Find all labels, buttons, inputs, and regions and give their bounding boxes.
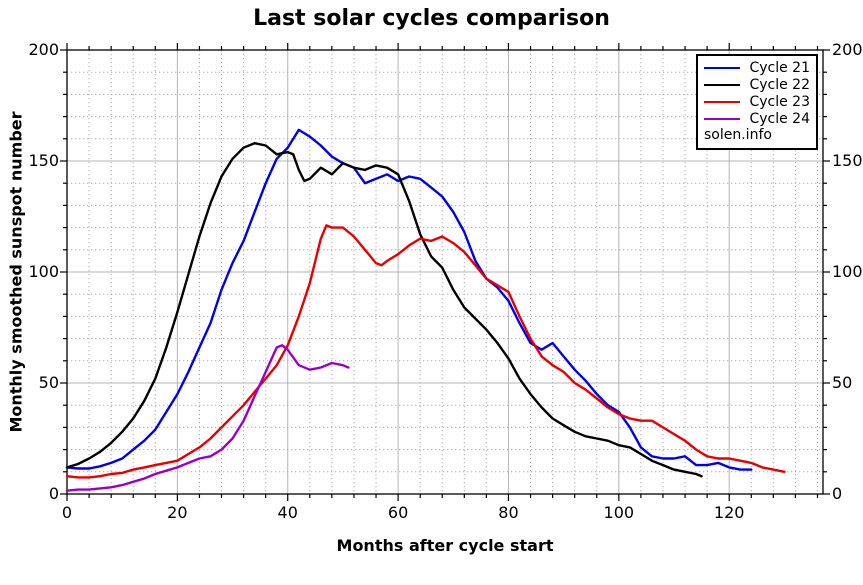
y-tick-label-right: 50 [832,373,853,392]
series-line-cycle-24 [65,344,350,492]
x-tick-label: 40 [277,503,298,522]
legend: Cycle 21 Cycle 22 Cycle 23 Cycle 24 sole… [696,54,818,150]
y-tick-label-right: 0 [832,484,843,503]
x-tick-label: 80 [498,503,519,522]
y-tick-label-left: 50 [38,373,59,392]
legend-label: Cycle 22 [749,76,810,93]
x-tick-label: 120 [713,503,745,522]
legend-label: Cycle 24 [749,110,810,127]
y-tick-label-left: 200 [28,40,59,59]
legend-line-sample-cycle-24 [704,117,740,120]
x-tick-label: 0 [61,503,73,522]
legend-label: Cycle 21 [749,59,810,76]
series-line-cycle-22 [65,141,703,478]
x-axis-title: Months after cycle start [336,536,554,555]
legend-item-cycle-22: Cycle 22 [704,76,810,93]
legend-label: Cycle 23 [749,93,810,110]
y-tick-label-right: 200 [832,40,863,59]
series-line-cycle-21 [65,128,753,471]
y-tick-label-right: 150 [832,151,863,170]
x-tick-label: 100 [603,503,635,522]
watermark-solen-info: solen.info [704,127,772,143]
legend-line-sample-cycle-21 [704,66,740,69]
y-tick-label-left: 150 [28,151,59,170]
legend-line-sample-cycle-22 [704,83,740,86]
legend-item-cycle-23: Cycle 23 [704,93,810,110]
y-tick-label-left: 0 [48,484,59,503]
y-tick-label-left: 100 [28,262,59,281]
legend-item-cycle-21: Cycle 21 [704,59,810,76]
series-line-cycle-23 [65,224,786,479]
x-tick-label: 20 [167,503,188,522]
x-tick-label: 60 [387,503,409,522]
legend-line-sample-cycle-23 [704,100,740,103]
y-tick-label-right: 100 [832,262,863,281]
legend-item-cycle-24: Cycle 24 [704,110,810,127]
chart-title: Last solar cycles comparison [253,6,610,31]
